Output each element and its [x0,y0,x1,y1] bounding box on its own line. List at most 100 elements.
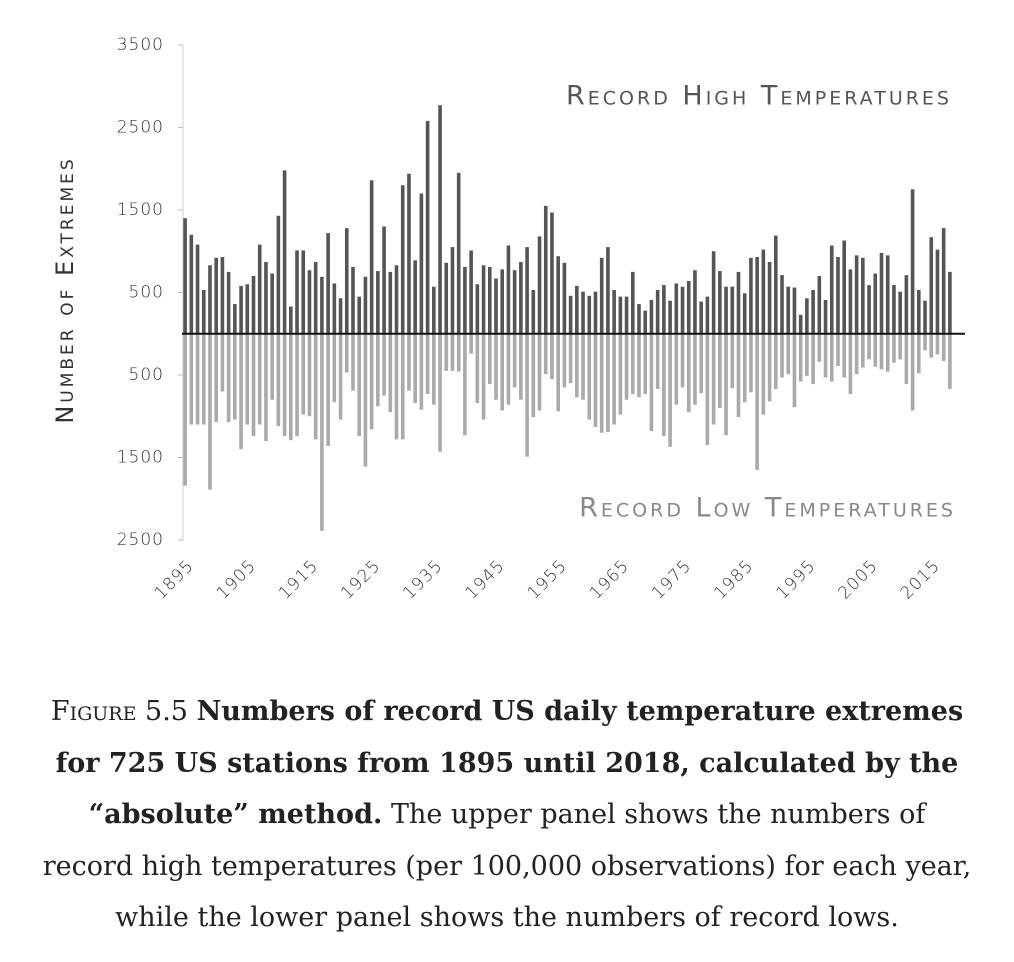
bar [861,333,865,368]
bar [773,235,778,334]
bar [941,333,946,361]
bar [873,273,878,334]
bar [388,271,393,334]
bar [413,333,417,404]
bar [643,333,648,394]
bar [935,249,940,334]
bar [481,265,486,334]
bar [593,333,598,427]
bar [189,234,194,334]
caption-bold: Numbers of record US daily temperature e… [55,696,964,830]
bar [195,333,200,425]
bar [245,284,250,334]
bar [469,250,473,334]
bar [736,271,741,334]
bar [432,286,436,334]
bar [226,333,231,423]
series-label: Record High Temperatures [566,81,952,112]
bar [487,266,492,334]
bar [630,271,635,334]
bar [612,290,616,334]
bar [680,286,685,334]
bar [655,333,660,390]
bar [313,333,318,440]
y-tick-label: 500 [129,365,164,385]
bar [898,333,902,360]
bar [718,271,722,334]
bar [270,333,274,400]
bar [332,283,337,334]
bar [376,333,380,407]
bar [413,260,417,334]
bar [842,333,846,378]
bar [798,314,803,334]
bar [718,333,722,408]
bar [562,333,567,388]
bar [506,245,511,334]
bar [755,257,759,334]
bar [780,333,784,378]
bar [438,333,442,452]
bar [183,218,187,334]
bar [257,244,262,334]
bar [630,333,635,394]
bar [649,333,654,432]
x-tick-label: 1945 [462,556,510,604]
bar [500,269,505,334]
bar [369,180,374,334]
bar [711,251,716,334]
x-tick-label: 2005 [835,556,883,604]
bar [786,286,791,334]
bar [189,333,194,425]
bar [948,333,952,390]
bar [606,247,610,334]
bar [693,270,697,334]
bar [450,247,455,334]
bar [214,333,219,423]
y-tick-label: 2500 [117,530,164,550]
bar [923,300,927,334]
bar [301,333,306,415]
bar [599,257,604,334]
bar [432,333,436,405]
bar [885,255,890,334]
bar [581,333,585,400]
bar [382,333,386,396]
bar [344,228,349,334]
bar [487,333,492,385]
bar [935,333,940,355]
bar [456,172,461,334]
bar [326,233,330,334]
bar [531,290,536,334]
bar [239,333,243,450]
bar [948,271,952,334]
bar [550,212,554,334]
bar [662,285,666,334]
bar [767,261,772,334]
bar [736,333,741,418]
bar [811,333,815,385]
bar [699,301,703,334]
bar [854,255,859,334]
bar [357,333,362,437]
bar [562,262,567,334]
bar [941,228,946,334]
x-tick-label: 1915 [275,556,323,604]
bar [226,271,231,334]
bar [568,333,573,384]
bar [394,265,399,334]
x-tick-label: 1895 [151,556,199,604]
bar [363,276,368,334]
bar [208,265,212,334]
bar [773,333,778,390]
bar [543,205,548,334]
bar [724,286,728,334]
bar [711,333,716,425]
y-tick-label: 1500 [117,200,164,220]
bar [257,333,262,425]
bar [916,333,921,374]
bar [798,333,803,382]
bar [233,333,237,420]
bar [674,283,679,334]
bar [892,333,896,363]
